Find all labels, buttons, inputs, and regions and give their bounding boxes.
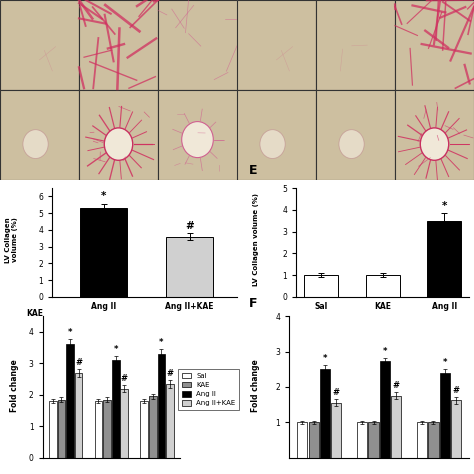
Text: LV Collagen
volume (%): LV Collagen volume (%)	[5, 217, 18, 263]
Bar	[79, 90, 158, 180]
Bar	[316, 0, 395, 90]
Circle shape	[339, 130, 364, 158]
Circle shape	[104, 128, 133, 160]
Circle shape	[23, 130, 48, 158]
Bar	[0, 90, 79, 180]
Bar	[237, 90, 316, 180]
Text: E: E	[249, 164, 257, 177]
Bar	[395, 90, 474, 180]
Circle shape	[420, 128, 449, 160]
Bar	[316, 90, 395, 180]
Bar	[237, 0, 316, 90]
Bar	[395, 0, 474, 90]
Text: Fold change: Fold change	[10, 359, 18, 412]
Text: F: F	[249, 297, 257, 310]
Text: Fold change: Fold change	[252, 359, 260, 412]
Text: LV Collagen volume (%): LV Collagen volume (%)	[253, 193, 259, 286]
Bar	[79, 0, 158, 90]
Bar	[0, 0, 79, 90]
Circle shape	[182, 122, 213, 158]
Circle shape	[260, 130, 285, 158]
Bar	[158, 90, 237, 180]
Bar	[158, 0, 237, 90]
